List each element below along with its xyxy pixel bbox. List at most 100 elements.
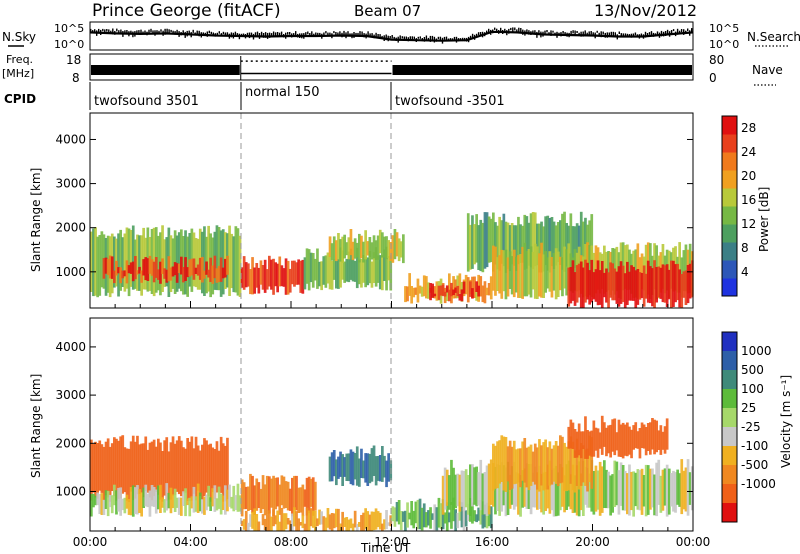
noise-sample xyxy=(526,29,528,34)
data-cell xyxy=(358,522,361,527)
data-cell xyxy=(613,268,617,301)
noise-sample xyxy=(212,32,214,37)
noise-sample xyxy=(307,31,309,35)
data-cell xyxy=(167,492,171,509)
noise-sample xyxy=(118,30,120,35)
data-cell xyxy=(573,226,577,268)
data-cell xyxy=(680,274,684,308)
data-cell xyxy=(525,447,529,488)
noise-sample xyxy=(244,34,247,39)
data-cell xyxy=(301,484,305,517)
nave-label: Nave xyxy=(752,63,783,77)
data-cell xyxy=(508,251,512,289)
noise-sample xyxy=(96,30,98,36)
noise-sample xyxy=(254,32,257,37)
data-cell xyxy=(680,459,684,515)
noise-sample xyxy=(558,32,560,35)
data-cell xyxy=(559,435,562,484)
data-cell xyxy=(469,281,472,297)
data-cell xyxy=(299,260,303,293)
data-cell xyxy=(240,267,244,288)
data-cell xyxy=(646,260,650,303)
data-cell xyxy=(433,293,437,297)
data-cell xyxy=(253,267,256,294)
noise-sample xyxy=(455,36,458,43)
data-cell xyxy=(682,250,686,292)
x-tick-label: 04:00 xyxy=(173,535,208,549)
noise-sample xyxy=(385,34,387,41)
data-cell xyxy=(485,465,489,516)
data-cell xyxy=(368,237,372,257)
data-cell xyxy=(682,271,686,298)
noise-sample xyxy=(214,33,216,37)
data-cell xyxy=(115,490,118,515)
colorbar-tick-label: -25 xyxy=(741,420,761,434)
plot-title: Prince George (fitACF) xyxy=(92,1,281,21)
noise-sample xyxy=(305,32,307,36)
data-cell xyxy=(418,498,422,530)
data-cell xyxy=(538,223,541,273)
data-cell xyxy=(471,502,474,524)
noise-sample xyxy=(377,34,379,39)
data-cell xyxy=(661,264,665,303)
colorbar-swatch xyxy=(722,427,737,447)
noise-sample xyxy=(329,32,331,35)
data-cell xyxy=(121,270,125,279)
noise-sample xyxy=(264,32,267,38)
data-cell xyxy=(588,431,591,456)
data-cell xyxy=(431,513,434,520)
data-cell xyxy=(291,513,294,531)
data-cell xyxy=(422,503,426,528)
data-cell xyxy=(370,242,374,260)
data-cell xyxy=(282,513,286,531)
data-cell xyxy=(481,285,485,303)
data-cell xyxy=(123,497,127,514)
noise-sample xyxy=(475,33,478,37)
noise-sample xyxy=(411,36,413,41)
noise-sample xyxy=(504,28,506,33)
data-cell xyxy=(617,470,621,515)
data-cell xyxy=(579,431,583,459)
data-cell xyxy=(148,490,152,517)
noise-left-tick-low: 10^0 xyxy=(54,38,84,51)
data-cell xyxy=(575,223,579,268)
data-cell xyxy=(196,264,200,276)
data-cell xyxy=(385,246,388,291)
data-cell xyxy=(559,464,562,511)
noise-left-tick-high: 10^5 xyxy=(54,22,84,35)
data-cell xyxy=(324,255,328,288)
data-cell xyxy=(471,215,474,269)
data-cell xyxy=(684,244,688,292)
data-cell xyxy=(228,484,231,507)
data-cell xyxy=(458,273,462,294)
noise-sample xyxy=(612,31,614,37)
velocity-x-ticks: 00:00 04:00 08:00 12:00 16:00 20:00 00:00 xyxy=(73,524,710,549)
data-cell xyxy=(190,436,194,501)
noise-sample xyxy=(220,33,223,36)
noise-sample xyxy=(162,30,164,36)
power-colorbar-label: Power [dB] xyxy=(757,187,771,252)
data-cell xyxy=(448,475,451,510)
noise-sample xyxy=(351,33,353,39)
data-cell xyxy=(630,471,633,511)
noise-sample xyxy=(640,33,643,38)
data-cell xyxy=(127,499,131,515)
data-cell xyxy=(182,491,185,506)
data-cell xyxy=(611,263,614,301)
data-cell xyxy=(213,255,217,279)
data-cell xyxy=(579,443,583,486)
data-cell xyxy=(332,236,336,260)
data-cell xyxy=(385,236,388,260)
data-cell xyxy=(523,242,527,297)
data-cell xyxy=(186,267,189,278)
data-cell xyxy=(538,439,541,492)
noise-sample xyxy=(508,28,510,34)
data-cell xyxy=(113,270,116,284)
data-cell xyxy=(504,221,508,273)
data-cell xyxy=(90,231,93,292)
noise-sample xyxy=(415,38,417,42)
data-cell xyxy=(433,286,437,299)
data-cell xyxy=(498,255,501,294)
data-cell xyxy=(117,233,120,297)
noise-sample xyxy=(479,32,482,36)
